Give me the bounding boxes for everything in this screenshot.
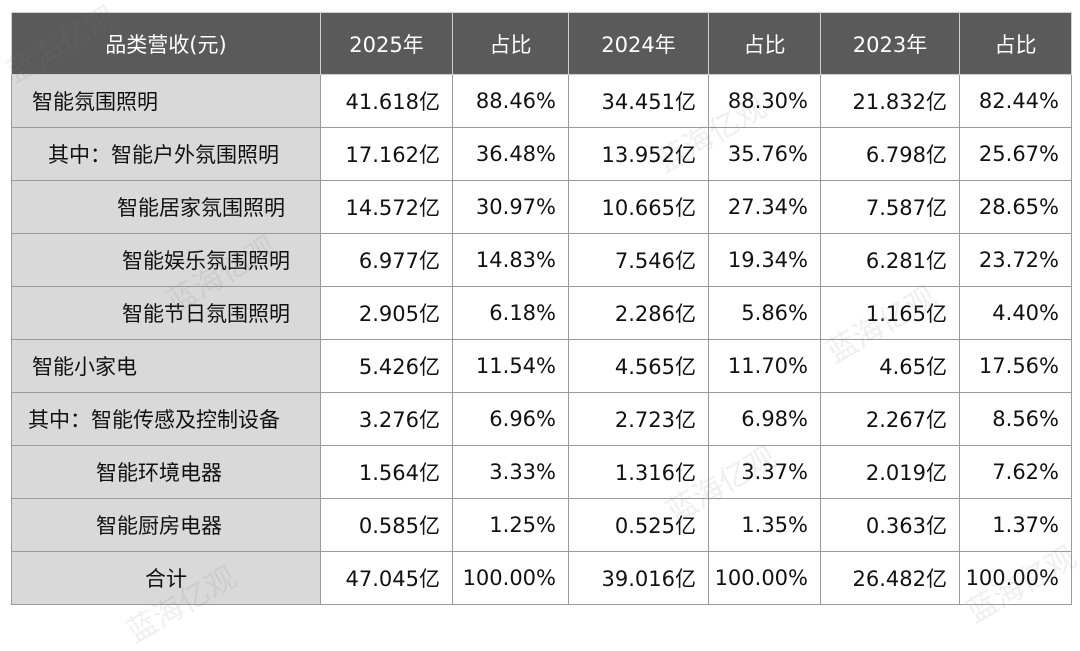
cell-share-2025: 14.83% <box>452 233 569 287</box>
cell-2023: 26.482亿 <box>820 551 960 605</box>
cell-2023: 1.165亿 <box>820 286 960 340</box>
cell-2024: 2.286亿 <box>568 286 709 340</box>
cell-share-2023: 25.67% <box>959 127 1072 181</box>
cell-share-2025: 3.33% <box>452 445 569 499</box>
cell-2024: 2.723亿 <box>568 392 709 446</box>
row-label: 智能节日氛围照明 <box>11 286 321 340</box>
cell-2025: 6.977亿 <box>320 233 453 287</box>
cell-share-2023: 8.56% <box>959 392 1072 446</box>
table-row: 智能居家氛围照明 14.572亿 30.97% 10.665亿 27.34% 7… <box>11 180 1072 234</box>
cell-share-2024: 35.76% <box>708 127 821 181</box>
cell-2025: 41.618亿 <box>320 74 453 128</box>
cell-share-2023: 7.62% <box>959 445 1072 499</box>
header-share-2023: 占比 <box>959 12 1072 75</box>
row-label: 智能居家氛围照明 <box>11 180 321 234</box>
cell-share-2025: 100.00% <box>452 551 569 605</box>
cell-2025: 17.162亿 <box>320 127 453 181</box>
table-row: 智能环境电器 1.564亿 3.33% 1.316亿 3.37% 2.019亿 … <box>11 445 1072 499</box>
header-2024: 2024年 <box>568 12 709 75</box>
header-category: 品类营收(元) <box>11 12 321 75</box>
header-share-2025: 占比 <box>452 12 569 75</box>
table-row: 智能氛围照明 41.618亿 88.46% 34.451亿 88.30% 21.… <box>11 74 1072 128</box>
cell-2023: 7.587亿 <box>820 180 960 234</box>
header-row: 品类营收(元) 2025年 占比 2024年 占比 2023年 占比 <box>11 12 1072 75</box>
cell-2023: 21.832亿 <box>820 74 960 128</box>
header-share-2024: 占比 <box>708 12 821 75</box>
cell-2023: 2.019亿 <box>820 445 960 499</box>
table-row: 智能小家电 5.426亿 11.54% 4.565亿 11.70% 4.65亿 … <box>11 339 1072 393</box>
table-row: 智能厨房电器 0.585亿 1.25% 0.525亿 1.35% 0.363亿 … <box>11 498 1072 552</box>
row-label: 其中：智能传感及控制设备 <box>11 392 321 446</box>
cell-2024: 34.451亿 <box>568 74 709 128</box>
cell-share-2025: 88.46% <box>452 74 569 128</box>
row-label: 智能小家电 <box>11 339 321 393</box>
cell-share-2023: 17.56% <box>959 339 1072 393</box>
cell-share-2025: 6.18% <box>452 286 569 340</box>
cell-share-2023: 82.44% <box>959 74 1072 128</box>
cell-2024: 7.546亿 <box>568 233 709 287</box>
cell-share-2025: 36.48% <box>452 127 569 181</box>
cell-share-2024: 27.34% <box>708 180 821 234</box>
cell-share-2024: 3.37% <box>708 445 821 499</box>
cell-2024: 39.016亿 <box>568 551 709 605</box>
cell-share-2025: 30.97% <box>452 180 569 234</box>
row-label: 合计 <box>11 551 321 605</box>
cell-2025: 5.426亿 <box>320 339 453 393</box>
header-2025: 2025年 <box>320 12 453 75</box>
cell-share-2023: 23.72% <box>959 233 1072 287</box>
row-label: 智能氛围照明 <box>11 74 321 128</box>
cell-share-2023: 100.00% <box>959 551 1072 605</box>
table-row: 智能娱乐氛围照明 6.977亿 14.83% 7.546亿 19.34% 6.2… <box>11 233 1072 287</box>
table-row: 智能节日氛围照明 2.905亿 6.18% 2.286亿 5.86% 1.165… <box>11 286 1072 340</box>
cell-2025: 1.564亿 <box>320 445 453 499</box>
cell-2023: 6.798亿 <box>820 127 960 181</box>
cell-share-2024: 6.98% <box>708 392 821 446</box>
revenue-table: 品类营收(元) 2025年 占比 2024年 占比 2023年 占比 智能氛围照… <box>11 12 1072 605</box>
cell-share-2023: 28.65% <box>959 180 1072 234</box>
cell-share-2023: 4.40% <box>959 286 1072 340</box>
cell-2023: 4.65亿 <box>820 339 960 393</box>
table-row: 其中：智能传感及控制设备 3.276亿 6.96% 2.723亿 6.98% 2… <box>11 392 1072 446</box>
cell-2023: 6.281亿 <box>820 233 960 287</box>
cell-2024: 0.525亿 <box>568 498 709 552</box>
cell-share-2025: 1.25% <box>452 498 569 552</box>
cell-2024: 4.565亿 <box>568 339 709 393</box>
cell-share-2025: 6.96% <box>452 392 569 446</box>
cell-share-2024: 19.34% <box>708 233 821 287</box>
cell-2025: 47.045亿 <box>320 551 453 605</box>
header-2023: 2023年 <box>820 12 960 75</box>
row-label: 智能娱乐氛围照明 <box>11 233 321 287</box>
cell-share-2024: 1.35% <box>708 498 821 552</box>
cell-2024: 13.952亿 <box>568 127 709 181</box>
cell-share-2025: 11.54% <box>452 339 569 393</box>
cell-2024: 10.665亿 <box>568 180 709 234</box>
row-label: 其中：智能户外氛围照明 <box>11 127 321 181</box>
cell-2025: 14.572亿 <box>320 180 453 234</box>
cell-share-2024: 100.00% <box>708 551 821 605</box>
row-label: 智能环境电器 <box>11 445 321 499</box>
cell-share-2023: 1.37% <box>959 498 1072 552</box>
cell-share-2024: 88.30% <box>708 74 821 128</box>
cell-2023: 2.267亿 <box>820 392 960 446</box>
row-label: 智能厨房电器 <box>11 498 321 552</box>
cell-share-2024: 11.70% <box>708 339 821 393</box>
table-row: 其中：智能户外氛围照明 17.162亿 36.48% 13.952亿 35.76… <box>11 127 1072 181</box>
cell-2025: 2.905亿 <box>320 286 453 340</box>
cell-2025: 3.276亿 <box>320 392 453 446</box>
total-row: 合计 47.045亿 100.00% 39.016亿 100.00% 26.48… <box>11 551 1072 605</box>
cell-2025: 0.585亿 <box>320 498 453 552</box>
cell-2024: 1.316亿 <box>568 445 709 499</box>
cell-share-2024: 5.86% <box>708 286 821 340</box>
cell-2023: 0.363亿 <box>820 498 960 552</box>
